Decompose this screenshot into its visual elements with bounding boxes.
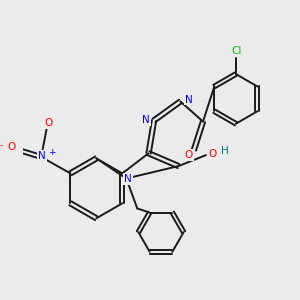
Text: Cl: Cl bbox=[231, 46, 242, 56]
Text: O: O bbox=[44, 118, 52, 128]
Text: N: N bbox=[184, 94, 192, 105]
Text: N: N bbox=[142, 115, 150, 125]
Text: H: H bbox=[221, 146, 229, 157]
Text: O: O bbox=[7, 142, 15, 152]
Text: -: - bbox=[0, 142, 3, 151]
Text: +: + bbox=[48, 148, 56, 157]
Text: N: N bbox=[38, 151, 46, 161]
Text: N: N bbox=[124, 174, 132, 184]
Text: O: O bbox=[184, 150, 193, 160]
Text: O: O bbox=[208, 149, 217, 159]
